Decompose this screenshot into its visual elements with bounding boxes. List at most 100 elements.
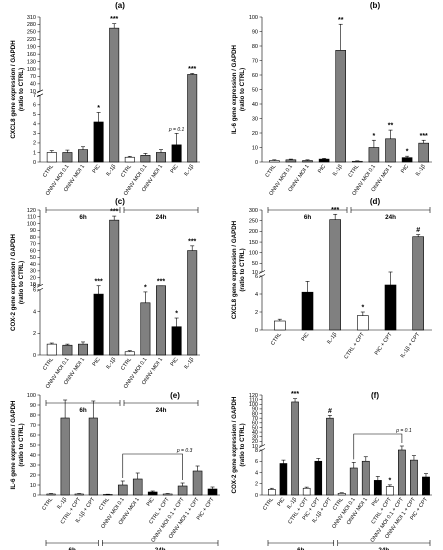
- bar: [385, 138, 396, 163]
- y-tick-label: 20: [30, 275, 36, 281]
- significance-annotation: ***: [291, 391, 299, 398]
- y-tick-label: 60: [252, 421, 258, 427]
- x-category-label: PIC: [170, 164, 180, 175]
- bar: [177, 485, 188, 496]
- x-category-label: IL-1β: [415, 164, 427, 178]
- bar: [93, 121, 104, 163]
- bar: [62, 152, 73, 163]
- bar: [117, 484, 128, 496]
- y-tick-label: 6: [33, 288, 36, 294]
- x-category-label: CTRL: [98, 497, 111, 512]
- panel-label: (a): [115, 1, 125, 10]
- y-tick-label: 10: [252, 145, 258, 151]
- y-tick-label: 1: [33, 150, 36, 156]
- y-tick-label: 2: [33, 331, 36, 337]
- bar: [192, 470, 203, 496]
- bracket-annotation: p = 0.1: [395, 428, 412, 434]
- panel-label: (e): [170, 391, 180, 400]
- y-tick-label: 40: [30, 82, 36, 88]
- y-tick-label: 6: [255, 274, 258, 280]
- bar: [187, 250, 198, 356]
- y-tick-label: 40: [30, 453, 36, 459]
- bar: [187, 74, 198, 163]
- significance-annotation: *: [144, 284, 147, 291]
- x-category-label: IL-1β: [332, 164, 344, 178]
- significance-annotation: **: [388, 123, 394, 130]
- bar: [124, 351, 135, 356]
- y-tick-label: 10: [252, 444, 258, 450]
- y-tick-label: 60: [30, 248, 36, 254]
- y-tick-label: 50: [252, 261, 258, 267]
- y-axis-label: (ratio to CTRL): [18, 68, 25, 111]
- bar: [349, 467, 358, 496]
- y-tick-label: 4: [255, 470, 258, 476]
- significance-annotation: p = 0.1: [168, 127, 185, 133]
- bar: [207, 488, 218, 496]
- y-tick-label: 0: [33, 353, 36, 359]
- group-label: 24h: [385, 214, 396, 221]
- y-axis-label: IL-6 gene expression / GAPDH: [231, 44, 238, 134]
- y-tick-label: 100: [27, 221, 36, 227]
- bar: [93, 293, 104, 356]
- significance-annotation: #: [416, 227, 420, 234]
- x-category-label: PIC: [92, 164, 102, 175]
- y-tick-label: 190: [27, 45, 36, 51]
- y-tick-label: 90: [252, 29, 258, 35]
- bar: [326, 417, 334, 496]
- bar: [335, 50, 346, 163]
- x-category-label: CTRL: [270, 332, 283, 347]
- bar: [269, 160, 280, 163]
- y-tick-label: 100: [27, 393, 36, 399]
- y-tick-label: 40: [252, 430, 258, 436]
- y-tick-label: 5: [33, 112, 36, 118]
- significance-annotation: *: [361, 305, 364, 312]
- y-tick-label: 100: [249, 251, 258, 257]
- group-label: 6h: [297, 547, 305, 550]
- group-label: 6h: [68, 547, 76, 550]
- significance-annotation: *: [175, 311, 178, 318]
- bar: [279, 463, 288, 496]
- significance-annotation: **: [338, 17, 344, 24]
- y-tick-label: 7: [33, 93, 36, 99]
- bar: [302, 487, 311, 496]
- bar: [46, 152, 57, 163]
- bar: [132, 478, 143, 496]
- y-tick-label: 0: [255, 328, 258, 334]
- y-tick-label: 200: [249, 229, 258, 235]
- y-tick-label: 4: [33, 309, 36, 315]
- y-axis-label: (ratio to CTRL): [239, 68, 246, 111]
- bar: [78, 343, 88, 356]
- y-tick-label: 110: [249, 397, 258, 403]
- y-tick-label: 6: [33, 103, 36, 109]
- x-category-label: CTRL: [41, 497, 54, 512]
- y-tick-label: 90: [252, 407, 258, 413]
- y-axis-label: (ratio to CTRL): [239, 248, 246, 291]
- y-tick-label: 8: [33, 284, 36, 290]
- bar: [162, 493, 173, 496]
- panel-label: (d): [370, 197, 381, 206]
- y-tick-label: 280: [27, 22, 36, 28]
- y-axis-label: COX-2 gene expression / GAPDH: [231, 396, 238, 493]
- y-axis-label: (ratio to CTRL): [18, 423, 25, 466]
- x-category-label: IL-1β: [183, 164, 195, 178]
- bar: [314, 460, 323, 496]
- y-tick-label: 60: [252, 73, 258, 79]
- x-category-label: PIC: [92, 357, 102, 368]
- y-tick-label: 30: [252, 435, 258, 441]
- x-category-label: IL-1β: [105, 357, 117, 371]
- y-tick-label: 2: [33, 141, 36, 147]
- y-tick-label: 250: [249, 218, 258, 224]
- bar: [274, 320, 286, 331]
- y-tick-label: 80: [252, 411, 258, 417]
- bar: [368, 147, 380, 163]
- y-tick-label: 80: [252, 44, 258, 50]
- bar: [318, 158, 330, 163]
- significance-annotation: ***: [420, 133, 428, 140]
- significance-annotation: ***: [157, 278, 165, 285]
- panel-label: (c): [115, 197, 125, 206]
- bar: [156, 285, 166, 356]
- y-tick-label: 80: [30, 413, 36, 419]
- bar: [385, 486, 394, 496]
- x-category-label: PIC: [371, 497, 381, 508]
